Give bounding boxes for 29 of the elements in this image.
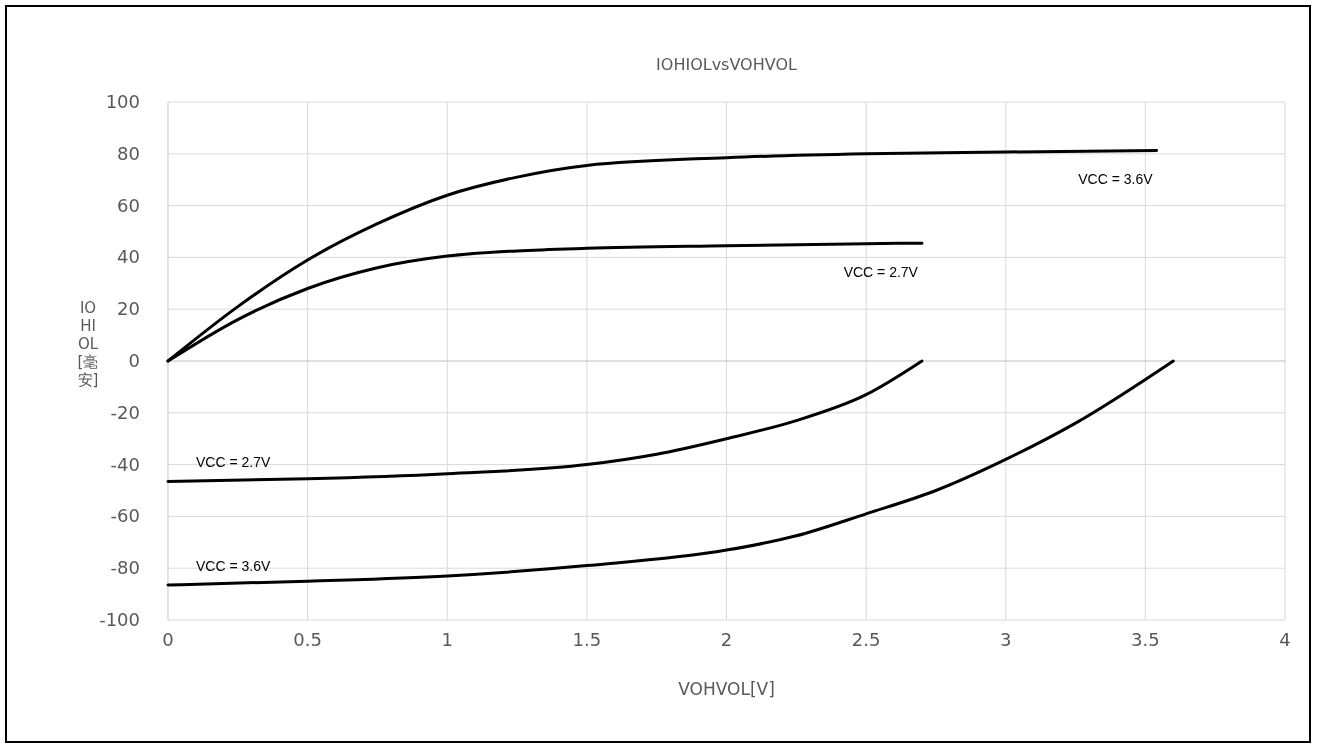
y-tick-label: 80 (117, 142, 140, 164)
x-tick-label: 4 (1279, 629, 1291, 650)
y-tick-label: -100 (99, 609, 140, 630)
x-tick-label: 0.5 (293, 629, 322, 650)
y-tick-label: -40 (110, 453, 140, 475)
series-label: VCC = 3.6V (196, 558, 271, 575)
y-tick-label: 100 (105, 91, 140, 112)
x-tick-label: 3.5 (1131, 629, 1160, 650)
chart-title: IOHIOLvsVOHVOL (656, 55, 797, 74)
x-tick-label: 1 (441, 629, 453, 650)
y-axis-title: IOHIOL[毫安] (77, 299, 99, 389)
line-series (166, 359, 1175, 587)
series-label: VCC = 2.7V (196, 454, 271, 471)
x-tick-label: 2 (720, 629, 733, 650)
y-tick-label: 60 (117, 194, 140, 216)
x-tick-label: 3 (1000, 629, 1012, 650)
y-tick-label: 20 (117, 298, 140, 320)
x-tick-label: 0 (162, 629, 174, 650)
series-label: VCC = 2.7V (843, 264, 919, 281)
x-tick-label: 1.5 (572, 629, 602, 650)
x-tick-label: 2.5 (851, 629, 881, 650)
line-series (166, 359, 924, 483)
y-tick-label: 40 (117, 246, 140, 268)
y-tick-label: -20 (110, 401, 140, 423)
series-label: VCC = 3.6V (1078, 171, 1154, 188)
y-tick-label: 0 (128, 350, 140, 371)
y-tick-label: -80 (110, 557, 140, 579)
y-tick-label: -60 (110, 505, 140, 527)
x-axis-title: VOHVOL[V] (678, 679, 775, 699)
